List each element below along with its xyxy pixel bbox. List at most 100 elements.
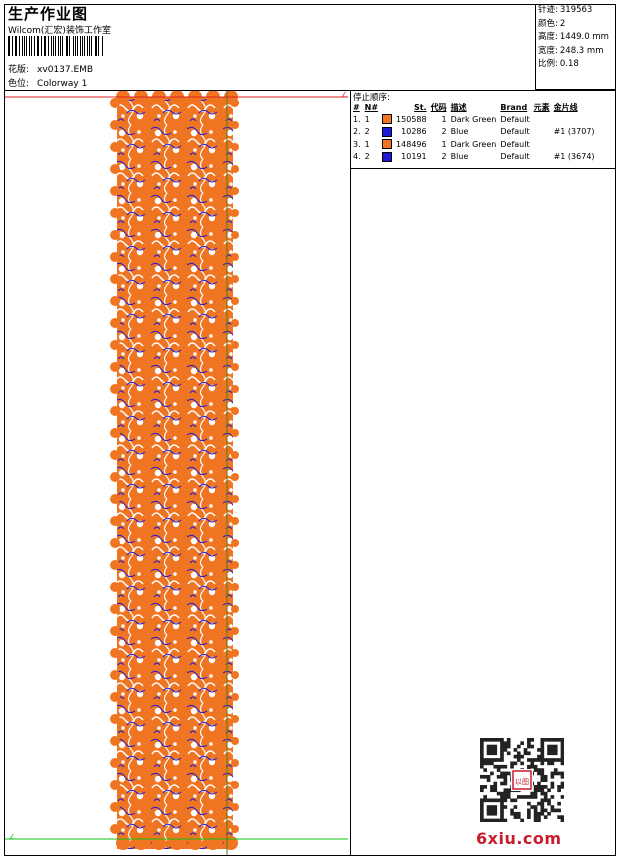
row-brand: Default	[500, 114, 530, 124]
qr-module	[486, 748, 491, 752]
qr-module	[547, 758, 551, 762]
qr-module	[490, 788, 494, 793]
barcode-bar	[16, 36, 18, 56]
table-header-row: # N# St. 代码 描述 Brand 元素 金片线	[351, 101, 597, 113]
qr-module	[500, 764, 504, 769]
qr-module	[486, 758, 491, 762]
qr-module	[520, 818, 524, 822]
qr-module	[560, 818, 564, 822]
site-watermark: 6xiu.com	[476, 829, 562, 848]
qr-module	[503, 791, 508, 796]
qr-module	[543, 778, 548, 782]
qr-module	[530, 758, 535, 762]
qr-module	[500, 741, 504, 746]
qr-module	[560, 751, 564, 756]
row-needle: 2	[364, 127, 370, 137]
qr-module	[480, 798, 484, 803]
qr-module	[553, 748, 558, 752]
qr-module	[503, 795, 508, 799]
qr-module	[543, 785, 548, 789]
color-swatch	[382, 114, 393, 125]
qr-module	[537, 811, 541, 816]
qr-module	[480, 751, 484, 756]
row-sequin	[552, 138, 597, 151]
row-code: 1	[441, 139, 447, 149]
qr-module	[537, 815, 541, 819]
qr-module	[540, 798, 545, 803]
qr-module	[493, 808, 498, 813]
scallop-lobe	[231, 517, 239, 525]
stat-width: 宽度: 248.3 mm	[536, 45, 616, 59]
scallop-lobe	[110, 648, 120, 658]
qr-module	[540, 808, 545, 813]
scallop-lobe	[110, 626, 120, 636]
table-row: 1. 1 150588 1 Dark Green Default	[351, 113, 597, 126]
stat-value: 248.3 mm	[559, 45, 604, 56]
qr-module	[557, 785, 561, 789]
scallop-lobe	[110, 472, 120, 482]
scallop-lobe	[134, 836, 148, 850]
qr-module	[510, 764, 514, 769]
qr-module	[540, 738, 545, 742]
qr-module	[500, 791, 504, 796]
qr-module	[533, 758, 538, 762]
table-divider	[350, 168, 616, 169]
qr-module	[486, 805, 491, 809]
qr-module	[533, 791, 538, 796]
barcode-bar	[87, 36, 88, 56]
scallop-lobe	[110, 538, 120, 548]
row-code: 1	[441, 114, 447, 124]
qr-module	[503, 798, 508, 803]
qr-module	[533, 764, 538, 769]
scallop-lobe	[110, 274, 120, 284]
stat-label: 高度:	[538, 32, 558, 42]
scallop-lobe	[170, 836, 184, 850]
qr-module	[523, 751, 528, 756]
qr-module	[533, 815, 538, 819]
scallop-lobe	[110, 494, 120, 504]
scallop-lobe	[231, 253, 239, 261]
qr-module	[550, 748, 555, 752]
row-description: Blue	[450, 152, 469, 162]
scallop-lobe	[231, 715, 239, 723]
barcode-bar	[45, 36, 46, 56]
stat-height: 高度: 1449.0 mm	[536, 31, 616, 45]
qr-module	[543, 738, 548, 742]
scallop-lobe	[110, 824, 120, 834]
qr-module	[537, 818, 541, 822]
qr-module	[530, 795, 535, 799]
qr-module	[513, 805, 518, 809]
qr-module	[490, 808, 494, 813]
row-stitches: 10286	[401, 127, 427, 137]
scallop-lobe	[110, 450, 120, 460]
qr-module	[513, 798, 518, 803]
scallop-lobe	[188, 836, 202, 850]
qr-module	[540, 791, 545, 796]
row-needle: 2	[364, 152, 370, 162]
qr-module	[483, 768, 488, 772]
qr-module	[506, 744, 511, 749]
qr-seal: 以图	[511, 769, 533, 791]
row-needle: 1	[364, 114, 370, 124]
qr-module	[560, 748, 564, 752]
qr-module	[553, 808, 558, 813]
qr-module	[537, 781, 541, 786]
scallop-lobe	[231, 495, 239, 503]
header-divider	[4, 90, 616, 91]
qr-module	[560, 771, 564, 776]
qr-module	[496, 798, 501, 803]
scallop-lobe	[110, 692, 120, 702]
color-swatch-cell	[380, 138, 394, 151]
qr-module	[496, 791, 501, 796]
qr-module	[560, 781, 564, 786]
qr-module	[553, 758, 558, 762]
qr-module	[540, 785, 545, 789]
scallop-lobe	[110, 362, 120, 372]
qr-module	[513, 761, 518, 766]
qr-module	[560, 741, 564, 746]
scallop-lobe	[231, 759, 239, 767]
qr-module	[480, 748, 484, 752]
scallop-lobe	[231, 121, 239, 129]
qr-module	[500, 795, 504, 799]
col-swatch	[380, 101, 394, 113]
